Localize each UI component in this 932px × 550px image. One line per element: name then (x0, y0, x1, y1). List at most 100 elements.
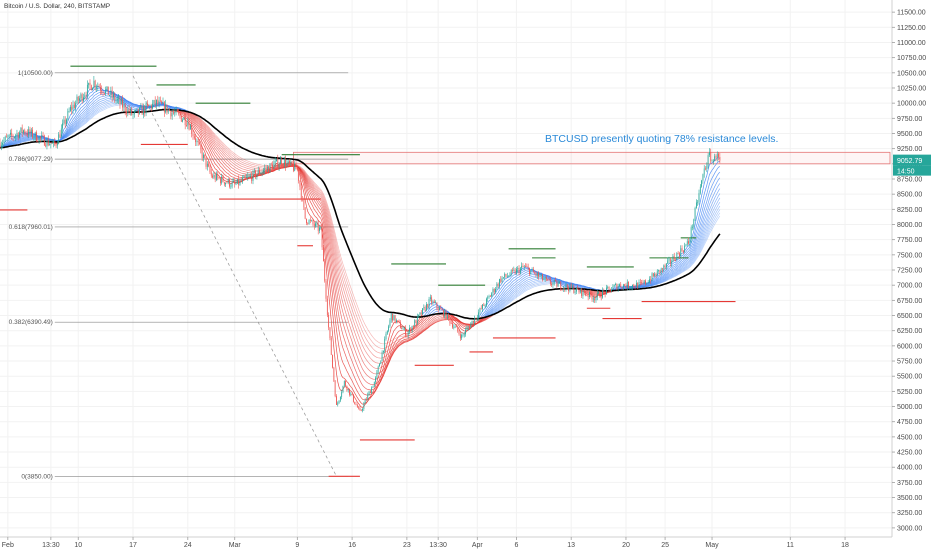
candle (315, 221, 316, 228)
candle-body (342, 385, 344, 393)
x-tick-label: Mar (229, 542, 242, 549)
candle-body (573, 286, 575, 293)
candle (98, 83, 100, 88)
candle-body (396, 320, 397, 323)
candle (624, 283, 626, 287)
candle (647, 280, 649, 284)
candle (188, 117, 190, 131)
candle (625, 283, 627, 290)
candle (695, 199, 697, 209)
candle-body (693, 219, 695, 227)
candle (243, 174, 245, 179)
candle-body (152, 103, 153, 109)
candle-body (68, 110, 70, 112)
candle (313, 221, 315, 230)
candle-body (246, 177, 247, 178)
candle (547, 278, 549, 281)
candle-body (710, 152, 712, 161)
candle (608, 286, 610, 293)
candle-body (261, 172, 263, 174)
candle-body (470, 323, 472, 329)
y-tick-label: 5750.00 (897, 359, 922, 366)
candle (651, 272, 653, 282)
candle (49, 140, 50, 146)
candle-body (585, 293, 586, 296)
candle (553, 279, 555, 286)
candle (239, 177, 241, 186)
candle-body (127, 109, 129, 114)
ma-ribbon-line (58, 87, 174, 142)
candle-body (539, 276, 541, 277)
candle-body (277, 159, 279, 168)
candle (566, 283, 568, 290)
candle-body (36, 132, 37, 142)
candle-body (377, 366, 379, 372)
candle (180, 116, 182, 122)
candle (55, 144, 57, 148)
candle-body (428, 299, 430, 308)
candle-body (530, 270, 532, 275)
candle (75, 100, 77, 112)
candle (36, 130, 37, 142)
candle-body (41, 135, 43, 138)
candle-body (367, 394, 369, 400)
candle (450, 320, 452, 325)
candle-body (538, 272, 539, 277)
candle-body (186, 125, 187, 126)
candle (33, 135, 35, 142)
candle-body (0, 144, 2, 148)
candle-body (479, 308, 481, 313)
candle (265, 164, 267, 174)
y-tick-label: 7750.00 (897, 237, 922, 244)
x-tick-label: 17 (129, 542, 137, 549)
ma-ribbon-line (581, 289, 615, 296)
candle-body (96, 86, 97, 88)
candle (712, 159, 714, 165)
candle-body (214, 175, 216, 180)
candle-body (389, 320, 391, 327)
candle-body (218, 177, 220, 179)
candle (471, 320, 473, 326)
candle-body (358, 407, 360, 409)
candle-body (619, 284, 620, 287)
candle (336, 394, 337, 406)
y-tick-label: 9250.00 (897, 146, 922, 153)
candle-body (30, 129, 32, 134)
candle-body (671, 261, 673, 264)
candle (346, 385, 348, 392)
candle (330, 336, 332, 356)
candle-body (273, 163, 275, 170)
candle-body (411, 326, 413, 332)
candle-body (615, 284, 616, 286)
candle-body (266, 166, 268, 170)
candle-body (128, 109, 130, 113)
candle-body (100, 87, 101, 90)
candle (303, 197, 305, 210)
candle (578, 286, 580, 295)
candle-body (270, 163, 272, 165)
candle (512, 267, 513, 274)
candle (569, 283, 571, 293)
candle-body (324, 261, 326, 281)
candle-body (145, 103, 147, 114)
candle (299, 180, 301, 191)
candle (630, 286, 632, 290)
candle (680, 245, 682, 258)
candle-body (433, 301, 435, 303)
candle-body (611, 289, 613, 292)
x-tick-label: 13 (567, 542, 575, 549)
candle-body (195, 138, 197, 143)
candle (179, 111, 181, 119)
candle (394, 315, 396, 324)
candle-body (412, 326, 414, 327)
candle-body (499, 279, 500, 287)
candle-body (714, 156, 716, 161)
candle-body (436, 302, 438, 308)
candle-body (204, 154, 206, 158)
candle-body (392, 313, 393, 321)
y-tick-label: 5000.00 (897, 404, 922, 411)
candle (124, 103, 126, 116)
candle (476, 314, 478, 322)
candle-body (276, 159, 277, 161)
candle (412, 324, 414, 329)
